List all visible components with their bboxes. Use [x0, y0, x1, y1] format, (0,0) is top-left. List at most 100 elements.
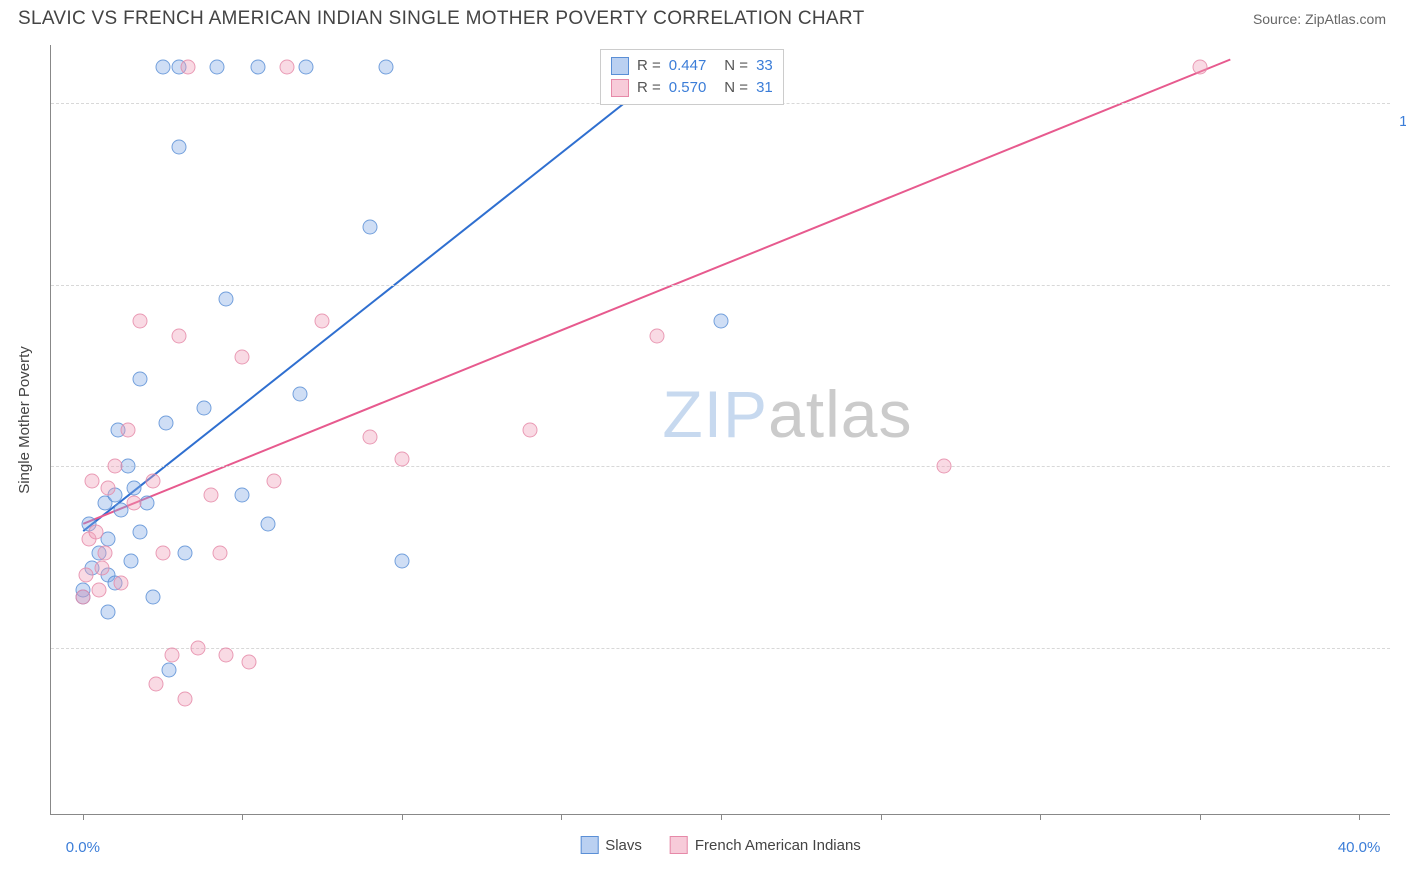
- scatter-point: [197, 401, 212, 416]
- scatter-point: [241, 655, 256, 670]
- scatter-point: [149, 677, 164, 692]
- scatter-point: [522, 423, 537, 438]
- legend-swatch: [611, 57, 629, 75]
- scatter-point: [219, 292, 234, 307]
- y-tick-label: 50.0%: [1395, 476, 1406, 493]
- legend-n-value: 33: [756, 55, 773, 77]
- scatter-point: [650, 328, 665, 343]
- scatter-point: [79, 568, 94, 583]
- y-tick-label: 25.0%: [1395, 658, 1406, 675]
- scatter-point: [101, 604, 116, 619]
- scatter-point: [203, 488, 218, 503]
- x-tick: [242, 814, 243, 820]
- gridline: [51, 648, 1390, 649]
- scatter-point: [133, 314, 148, 329]
- scatter-point: [363, 430, 378, 445]
- y-axis-label: Single Mother Poverty: [16, 346, 33, 494]
- scatter-point: [139, 495, 154, 510]
- scatter-point: [155, 59, 170, 74]
- gridline: [51, 285, 1390, 286]
- scatter-point: [75, 590, 90, 605]
- y-tick-label: 75.0%: [1395, 295, 1406, 312]
- scatter-point: [209, 59, 224, 74]
- scatter-point: [171, 139, 186, 154]
- scatter-point: [292, 386, 307, 401]
- scatter-point: [299, 59, 314, 74]
- correlation-legend: R = 0.447 N = 33 R = 0.570 N = 31: [600, 49, 784, 105]
- x-tick: [561, 814, 562, 820]
- scatter-point: [120, 423, 135, 438]
- scatter-point: [126, 481, 141, 496]
- scatter-point: [114, 575, 129, 590]
- scatter-point: [213, 546, 228, 561]
- series-legend-item: French American Indians: [670, 836, 861, 854]
- trend-lines-layer: [51, 45, 1390, 814]
- chart-plot-area: 25.0%50.0%75.0%100.0%0.0%40.0%ZIPatlasR …: [50, 45, 1390, 815]
- scatter-point: [101, 531, 116, 546]
- scatter-point: [101, 481, 116, 496]
- scatter-point: [267, 473, 282, 488]
- legend-n-label: N =: [724, 55, 748, 77]
- scatter-point: [315, 314, 330, 329]
- scatter-point: [162, 662, 177, 677]
- chart-header: SLAVIC VS FRENCH AMERICAN INDIAN SINGLE …: [0, 0, 1406, 34]
- trend-line: [83, 60, 1230, 524]
- scatter-point: [190, 640, 205, 655]
- scatter-point: [937, 459, 952, 474]
- scatter-point: [120, 459, 135, 474]
- scatter-point: [379, 59, 394, 74]
- scatter-point: [171, 328, 186, 343]
- scatter-point: [155, 546, 170, 561]
- legend-r-label: R =: [637, 77, 661, 99]
- scatter-point: [95, 561, 110, 576]
- x-tick-label: 40.0%: [1338, 839, 1381, 856]
- scatter-point: [85, 473, 100, 488]
- scatter-point: [91, 582, 106, 597]
- legend-n-value: 31: [756, 77, 773, 99]
- correlation-legend-row: R = 0.447 N = 33: [611, 55, 773, 77]
- x-tick: [402, 814, 403, 820]
- scatter-point: [165, 648, 180, 663]
- legend-r-value: 0.570: [669, 77, 707, 99]
- scatter-point: [98, 546, 113, 561]
- scatter-point: [126, 495, 141, 510]
- y-tick-label: 100.0%: [1395, 113, 1406, 130]
- correlation-legend-row: R = 0.570 N = 31: [611, 77, 773, 99]
- scatter-point: [280, 59, 295, 74]
- legend-n-label: N =: [724, 77, 748, 99]
- scatter-point: [394, 553, 409, 568]
- scatter-point: [133, 524, 148, 539]
- legend-swatch: [580, 836, 598, 854]
- x-tick: [1040, 814, 1041, 820]
- watermark: ZIPatlas: [662, 376, 912, 452]
- trend-line: [83, 52, 688, 531]
- scatter-point: [1192, 59, 1207, 74]
- scatter-point: [146, 473, 161, 488]
- scatter-point: [219, 648, 234, 663]
- chart-source: Source: ZipAtlas.com: [1253, 11, 1386, 27]
- x-tick: [721, 814, 722, 820]
- series-legend-item: Slavs: [580, 836, 642, 854]
- series-legend-label: French American Indians: [695, 837, 861, 854]
- scatter-point: [178, 546, 193, 561]
- x-tick: [1200, 814, 1201, 820]
- x-tick: [83, 814, 84, 820]
- series-legend: Slavs French American Indians: [580, 836, 861, 854]
- x-tick: [881, 814, 882, 820]
- scatter-point: [260, 517, 275, 532]
- legend-r-value: 0.447: [669, 55, 707, 77]
- scatter-point: [181, 59, 196, 74]
- x-tick-label: 0.0%: [66, 839, 100, 856]
- gridline: [51, 466, 1390, 467]
- scatter-point: [107, 459, 122, 474]
- scatter-point: [251, 59, 266, 74]
- scatter-point: [133, 372, 148, 387]
- x-tick: [1359, 814, 1360, 820]
- legend-r-label: R =: [637, 55, 661, 77]
- scatter-point: [178, 691, 193, 706]
- scatter-point: [714, 314, 729, 329]
- scatter-point: [146, 590, 161, 605]
- scatter-point: [235, 350, 250, 365]
- scatter-point: [363, 219, 378, 234]
- scatter-point: [158, 415, 173, 430]
